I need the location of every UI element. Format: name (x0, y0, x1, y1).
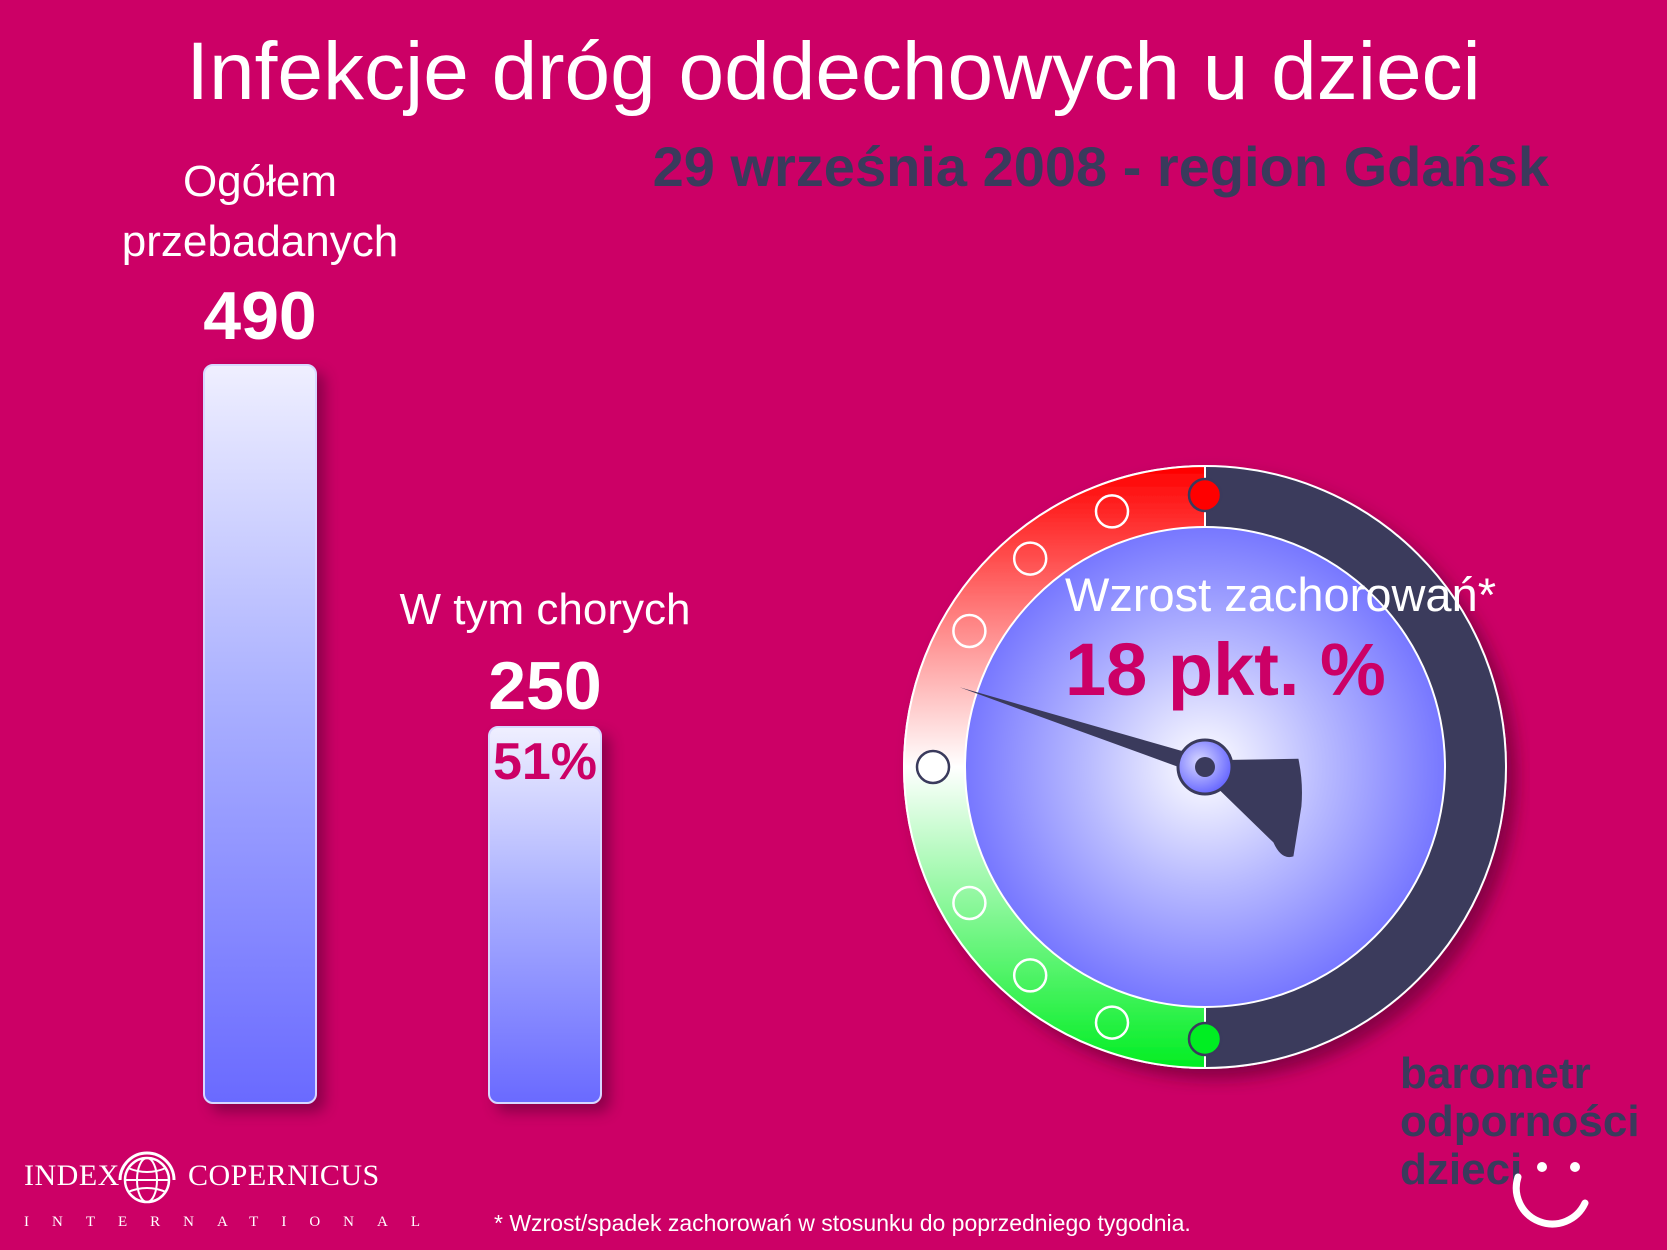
gauge-tick (1012, 541, 1048, 576)
logo-text-international: INTERNATIONAL (24, 1214, 443, 1230)
gauge-tick (1094, 494, 1130, 529)
gauge-ticks (915, 477, 1223, 1057)
page-subtitle: 29 września 2008 - region Gdańsk (652, 135, 1549, 198)
globe-icon (118, 1151, 176, 1204)
brand-line-2: odporności (1400, 1097, 1640, 1146)
logo-text-copernicus: COPERNICUS (188, 1159, 380, 1192)
bar-label-total-line2: przebadanych (121, 217, 399, 266)
gauge-tick (952, 885, 987, 921)
gauge-tick (1094, 1005, 1130, 1040)
brand-line-3: dzieci (1400, 1145, 1523, 1194)
bar-sick (488, 726, 602, 1104)
footnote: * Wzrost/spadek zachorowań w stosunku do… (494, 1210, 1191, 1236)
bar-label-total: Ogółem przebadanych (60, 152, 460, 272)
page-title: Infekcje dróg oddechowych u dzieci (186, 26, 1481, 117)
bar-value-sick: 250 (488, 648, 602, 724)
gauge (903, 464, 1507, 1070)
brand-line-1: barometr (1400, 1049, 1591, 1098)
gauge-tick (1012, 958, 1048, 993)
logo-text-index: INDEX (24, 1159, 120, 1192)
bar-total (203, 364, 317, 1104)
bar-label-sick: W tym chorych (399, 585, 691, 634)
bar-value-total: 490 (203, 278, 317, 354)
gauge-needle (959, 687, 1302, 858)
bar-label-total-line1: Ogółem (182, 157, 338, 206)
gauge-tick (1187, 1021, 1223, 1057)
gauge-tick (915, 749, 951, 785)
smiley-icon (1512, 1162, 1589, 1228)
gauge-hub-center (1195, 757, 1215, 777)
gauge-value: 18 pkt. % (1065, 628, 1386, 711)
gauge-tick (952, 613, 987, 649)
gauge-tick (1187, 477, 1223, 513)
brand-logo: barometr odporności dzieci (1400, 1050, 1640, 1194)
bar-sick-percentage: 51% (492, 733, 598, 792)
gauge-label: Wzrost zachorowań* (1065, 568, 1496, 621)
